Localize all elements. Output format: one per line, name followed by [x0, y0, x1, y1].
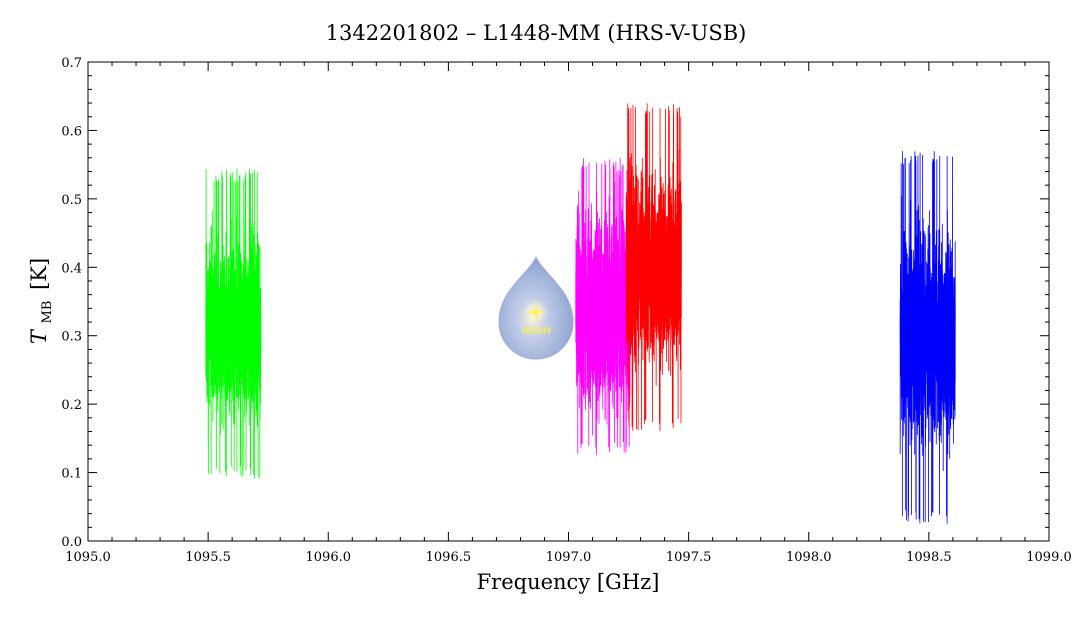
y-tick-label: 0.6: [61, 124, 82, 139]
y-axis-unit: [K]: [27, 258, 51, 290]
y-tick-label: 0.3: [61, 330, 82, 345]
series-line-2: [625, 103, 682, 432]
tick-label-layer: 1095.0 1095.5 1096.0 1096.5 1097.0 1097.5 1098…: [61, 56, 1071, 565]
x-tick-label: 1097.5: [666, 550, 712, 565]
x-axis-title: Frequency [GHz]: [477, 570, 660, 594]
x-tick-label: 1097.0: [546, 550, 592, 565]
x-tick-label: 1098.0: [786, 550, 832, 565]
y-tick-label: 0.1: [61, 467, 82, 482]
series-line-3: [899, 151, 956, 524]
x-tick-label: 1095.0: [65, 550, 111, 565]
chart-title: 1342201802 – L1448-MM (HRS-V-USB): [326, 21, 747, 45]
y-tick-label: 0.0: [61, 535, 82, 550]
plot-frame: [87, 61, 1050, 542]
y-tick-label: 0.4: [61, 261, 82, 276]
x-tick-label: 1099.0: [1026, 550, 1072, 565]
y-tick-label: 0.7: [61, 56, 82, 71]
y-axis-title: T MB [K]: [27, 258, 56, 344]
x-tick-label: 1096.0: [306, 550, 352, 565]
y-tick-label: 0.2: [61, 398, 82, 413]
y-axis-symbol: T: [27, 328, 51, 344]
series-line-0: [205, 168, 262, 479]
wish-logo: WISH: [498, 255, 574, 360]
series-layer: [205, 103, 956, 524]
y-axis-subscript: MB: [40, 301, 55, 324]
x-tick-label: 1095.5: [185, 550, 231, 565]
logo-text: WISH: [521, 326, 552, 337]
svg-text:T MB [K]: T MB [K]: [27, 258, 56, 344]
series-line-1: [575, 157, 632, 456]
x-tick-label: 1096.5: [426, 550, 472, 565]
x-tick-label: 1098.5: [906, 550, 952, 565]
y-tick-label: 0.5: [61, 193, 82, 208]
